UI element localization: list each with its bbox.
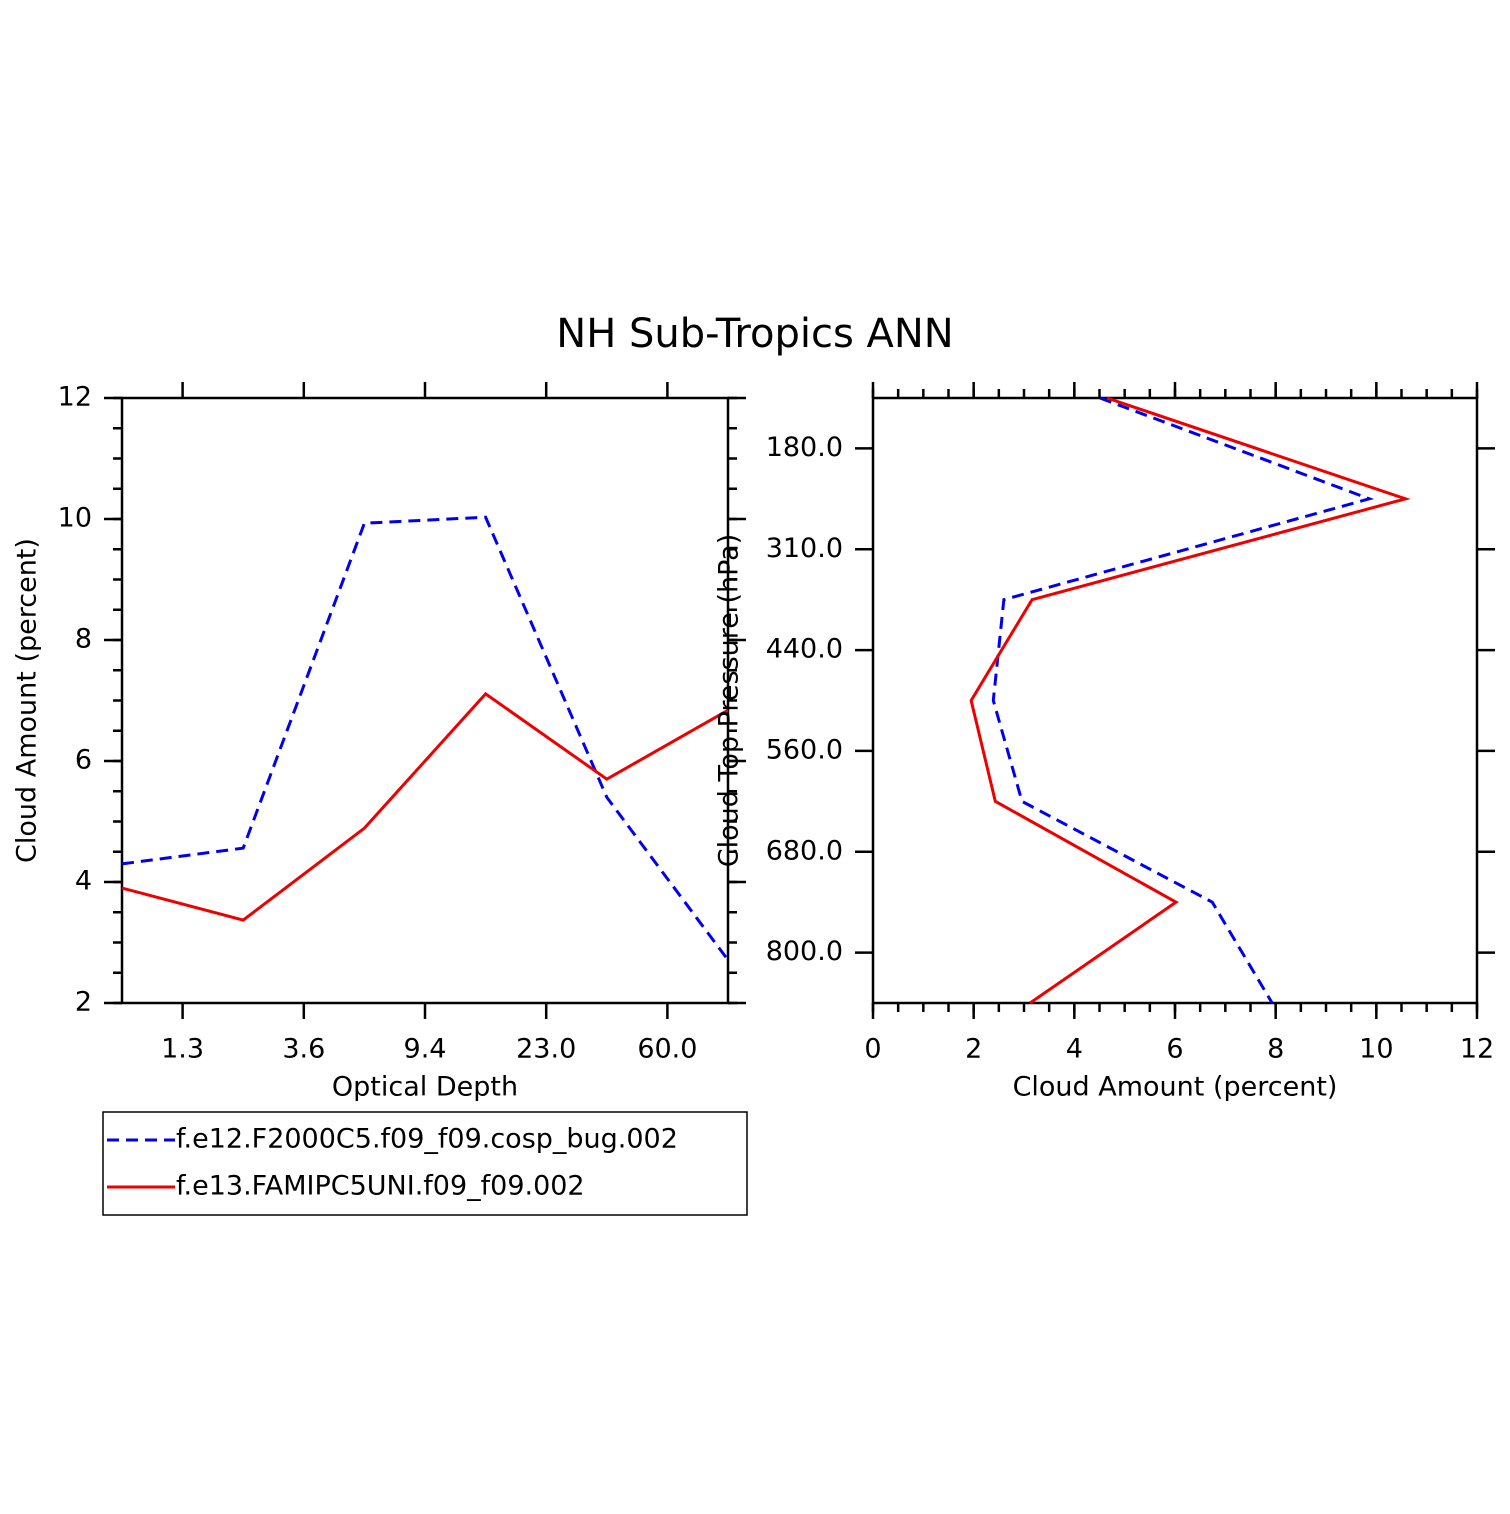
plot-frame — [871, 396, 1479, 1005]
x-tick-label: 4 — [1066, 1034, 1083, 1065]
series-line — [121, 691, 729, 922]
legend-box — [102, 1111, 748, 1216]
y-tick-label: 6 — [75, 745, 92, 776]
y-tick-label: 12 — [58, 382, 92, 413]
x-tick-label: 2 — [965, 1034, 982, 1065]
x-axis-label: Optical Depth — [332, 1072, 518, 1103]
x-tick-label: 10 — [1359, 1034, 1393, 1065]
y-tick-label: 180.0 — [766, 432, 843, 463]
series-line — [991, 396, 1375, 1004]
y-tick-label: 560.0 — [766, 734, 843, 765]
x-tick-label: 8 — [1267, 1034, 1284, 1065]
legend-label: f.e13.FAMIPC5UNI.f09_f09.002 — [176, 1171, 585, 1202]
legend-label: f.e12.F2000C5.f09_f09.cosp_bug.002 — [176, 1124, 678, 1155]
y-axis-label: Cloud Amount (percent) — [12, 538, 43, 863]
x-tick-label: 60.0 — [637, 1034, 697, 1065]
x-tick-label: 6 — [1166, 1034, 1183, 1065]
x-axis-label: Cloud Amount (percent) — [1013, 1072, 1338, 1103]
x-tick-label: 9.4 — [404, 1034, 447, 1065]
chart-title: NH Sub-Tropics ANN — [556, 311, 953, 357]
x-tick-label: 23.0 — [516, 1034, 576, 1065]
y-tick-label: 440.0 — [766, 634, 843, 665]
y-axis-label: Cloud Top Pressure (hPa) — [714, 534, 745, 868]
x-tick-label: 0 — [864, 1034, 881, 1065]
y-tick-label: 10 — [58, 503, 92, 534]
x-tick-label: 1.3 — [161, 1034, 204, 1065]
y-tick-label: 800.0 — [766, 936, 843, 967]
plot-frame — [120, 396, 730, 1005]
y-tick-label: 2 — [75, 987, 92, 1018]
x-tick-label: 3.6 — [282, 1034, 325, 1065]
y-tick-label: 680.0 — [766, 835, 843, 866]
y-tick-label: 4 — [75, 866, 92, 897]
series-line — [969, 396, 1411, 1005]
x-tick-label: 12 — [1460, 1034, 1494, 1065]
series-line — [121, 515, 730, 961]
y-tick-label: 310.0 — [766, 533, 843, 564]
y-tick-label: 8 — [75, 624, 92, 655]
